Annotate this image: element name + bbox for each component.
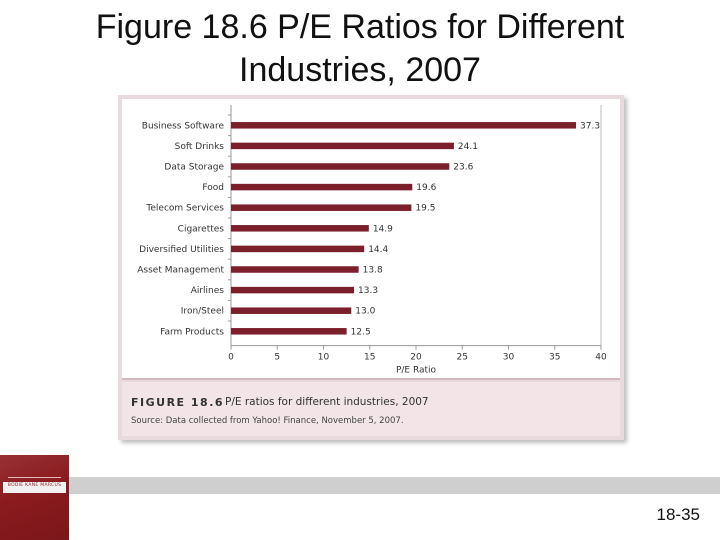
figure-source: Source: Data collected from Yahoo! Finan… bbox=[131, 416, 404, 426]
category-label: Airlines bbox=[191, 286, 225, 296]
category-label: Food bbox=[202, 183, 224, 193]
bar-chart: Business Software 37.3 Soft Drinks 24.1 Data… bbox=[137, 105, 607, 376]
logo-rule bbox=[8, 477, 61, 478]
bar bbox=[231, 245, 365, 253]
slide-title-line-1: Figure 18.6 P/E Ratios for Different bbox=[95, 8, 625, 46]
slide-title: Figure 18.6 P/E Ratios for Different Ind… bbox=[0, 6, 720, 92]
category-label: Asset Management bbox=[137, 266, 224, 276]
value-label: 19.6 bbox=[416, 183, 436, 193]
value-label: 14.4 bbox=[368, 245, 388, 255]
bar bbox=[231, 163, 450, 170]
category-label: Cigarettes bbox=[178, 224, 225, 234]
x-tick-label: 20 bbox=[410, 353, 422, 363]
value-label: 19.5 bbox=[415, 204, 435, 214]
chart-panel: Business Software 37.3 Soft Drinks 24.1 Data… bbox=[122, 99, 620, 378]
logo-band: BODIE KANE MARCUS bbox=[3, 482, 66, 493]
x-tick-label: 0 bbox=[228, 353, 234, 363]
logo-text: BODIE KANE MARCUS bbox=[7, 483, 62, 488]
figure-frame: Business Software 37.3 Soft Drinks 24.1 Data… bbox=[118, 95, 624, 440]
value-label: 14.9 bbox=[373, 224, 393, 234]
bar bbox=[231, 204, 412, 211]
bar bbox=[231, 328, 347, 335]
x-tick-label: 30 bbox=[503, 353, 515, 363]
x-tick-label: 5 bbox=[274, 353, 280, 363]
value-label: 12.5 bbox=[351, 327, 371, 337]
bar bbox=[231, 142, 454, 150]
value-label: 13.0 bbox=[355, 307, 375, 317]
value-label: 23.6 bbox=[453, 163, 473, 173]
value-label: 13.3 bbox=[358, 286, 378, 296]
bar bbox=[231, 183, 413, 191]
category-label: Diversified Utilities bbox=[139, 245, 224, 255]
category-label: Soft Drinks bbox=[175, 142, 225, 152]
publisher-logo: BODIE KANE MARCUS bbox=[0, 455, 69, 540]
value-label: 37.3 bbox=[580, 121, 600, 131]
value-label: 24.1 bbox=[458, 142, 478, 152]
bar bbox=[231, 122, 577, 129]
value-label: 13.8 bbox=[363, 266, 383, 276]
x-tick-label: 15 bbox=[364, 353, 375, 363]
category-label: Telecom Services bbox=[145, 204, 224, 214]
x-tick-label: 25 bbox=[457, 353, 468, 363]
bar bbox=[231, 225, 369, 232]
footer-bar bbox=[0, 477, 720, 494]
category-label: Iron/Steel bbox=[181, 307, 224, 317]
x-axis-title: P/E Ratio bbox=[396, 366, 437, 376]
figure-caption: FIGURE 18.6 P/E ratios for different ind… bbox=[122, 382, 620, 436]
bar bbox=[231, 307, 352, 314]
logo-shading bbox=[0, 455, 69, 540]
x-tick-label: 35 bbox=[549, 353, 560, 363]
figure-label: FIGURE 18.6 bbox=[131, 396, 225, 409]
x-tick-label: 40 bbox=[595, 353, 607, 363]
category-label: Farm Products bbox=[160, 327, 224, 337]
page-number: 18-35 bbox=[656, 505, 700, 524]
slide-title-line-2: Industries, 2007 bbox=[239, 51, 481, 89]
figure-caption-text: P/E ratios for different industries, 200… bbox=[225, 396, 429, 408]
caption-divider bbox=[122, 378, 620, 380]
bar bbox=[231, 286, 355, 294]
x-tick-label: 10 bbox=[318, 353, 330, 363]
bar bbox=[231, 266, 359, 273]
category-label: Business Software bbox=[142, 121, 225, 131]
category-label: Data Storage bbox=[164, 163, 224, 173]
